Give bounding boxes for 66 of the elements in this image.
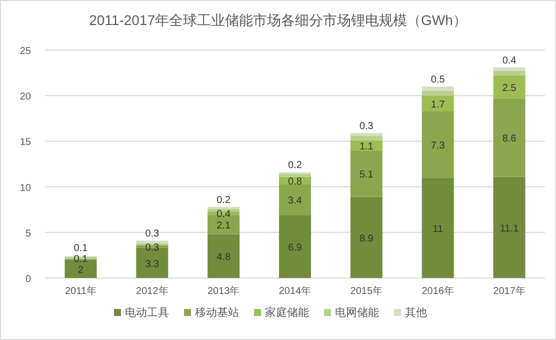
data-label: 0.2	[288, 160, 302, 172]
bar	[350, 196, 382, 278]
legend-label: 电动工具	[125, 306, 169, 319]
bar	[350, 136, 382, 140]
data-label: 5.1	[359, 170, 374, 181]
y-tick-label: 5	[25, 228, 32, 240]
bar	[136, 240, 168, 244]
legend-label: 电网储能	[335, 306, 379, 319]
legend-label: 家庭储能	[265, 306, 309, 319]
data-label: 7.3	[430, 140, 446, 152]
data-label: 3.4	[288, 196, 302, 207]
data-label: 0.2	[216, 194, 231, 206]
bar	[493, 70, 526, 76]
data-label: 0.3	[145, 228, 160, 240]
bar	[208, 208, 240, 212]
legend-label: 移动基站	[195, 306, 239, 319]
data-label: 8.9	[359, 233, 374, 244]
data-label: 6.9	[288, 242, 302, 254]
data-label: 2	[78, 264, 84, 276]
bar	[279, 184, 311, 216]
bar	[350, 140, 382, 150]
chart-title: 2011-2017年全球工业储能市场各细分市场锂电规模（GWh）	[89, 12, 467, 28]
bar	[493, 176, 526, 278]
bar	[279, 174, 311, 177]
bar	[350, 150, 382, 197]
x-tick-label: 2017年	[493, 285, 526, 297]
data-label: 3.3	[145, 258, 160, 270]
x-tick-label: 2013年	[207, 285, 240, 297]
bar	[493, 76, 526, 98]
data-label: 0.3	[359, 120, 374, 132]
x-tick-label: 2011年	[64, 285, 96, 297]
data-label: 1.7	[430, 99, 446, 110]
data-label: 11	[432, 224, 444, 235]
bar	[350, 132, 382, 136]
data-label: 0.4	[216, 209, 231, 220]
bar	[279, 215, 311, 278]
bar	[493, 67, 526, 71]
data-label: 0.8	[288, 176, 302, 188]
bar	[422, 111, 454, 178]
x-tick-label: 2016年	[422, 285, 454, 297]
data-label: 0.5	[430, 74, 446, 86]
y-tick-label: 10	[20, 182, 32, 194]
data-label: 8.6	[502, 134, 517, 145]
data-label: 1.1	[359, 141, 374, 152]
y-tick-label: 15	[20, 137, 32, 148]
bar	[422, 91, 454, 96]
x-tick-label: 2015年	[350, 285, 383, 297]
data-label: 4.8	[216, 252, 231, 264]
data-label: 0.4	[502, 55, 517, 66]
data-label: 0.3	[145, 242, 160, 254]
bar	[422, 178, 454, 278]
data-label: 11.1	[500, 223, 520, 234]
x-tick-label: 2012年	[136, 285, 168, 297]
bar	[422, 96, 454, 112]
data-label: 0.1	[74, 242, 88, 254]
y-tick-label: 25	[20, 46, 32, 57]
data-label: 0.1	[74, 254, 88, 265]
legend-label: 其他	[405, 306, 427, 319]
data-label: 2.5	[502, 82, 517, 94]
bar	[493, 98, 526, 177]
bar	[208, 234, 240, 278]
data-label: 2.1	[216, 220, 231, 232]
y-tick-label: 0	[25, 274, 32, 285]
x-tick-label: 2014年	[278, 285, 312, 297]
y-tick-label: 20	[20, 92, 32, 103]
bar	[422, 86, 454, 92]
